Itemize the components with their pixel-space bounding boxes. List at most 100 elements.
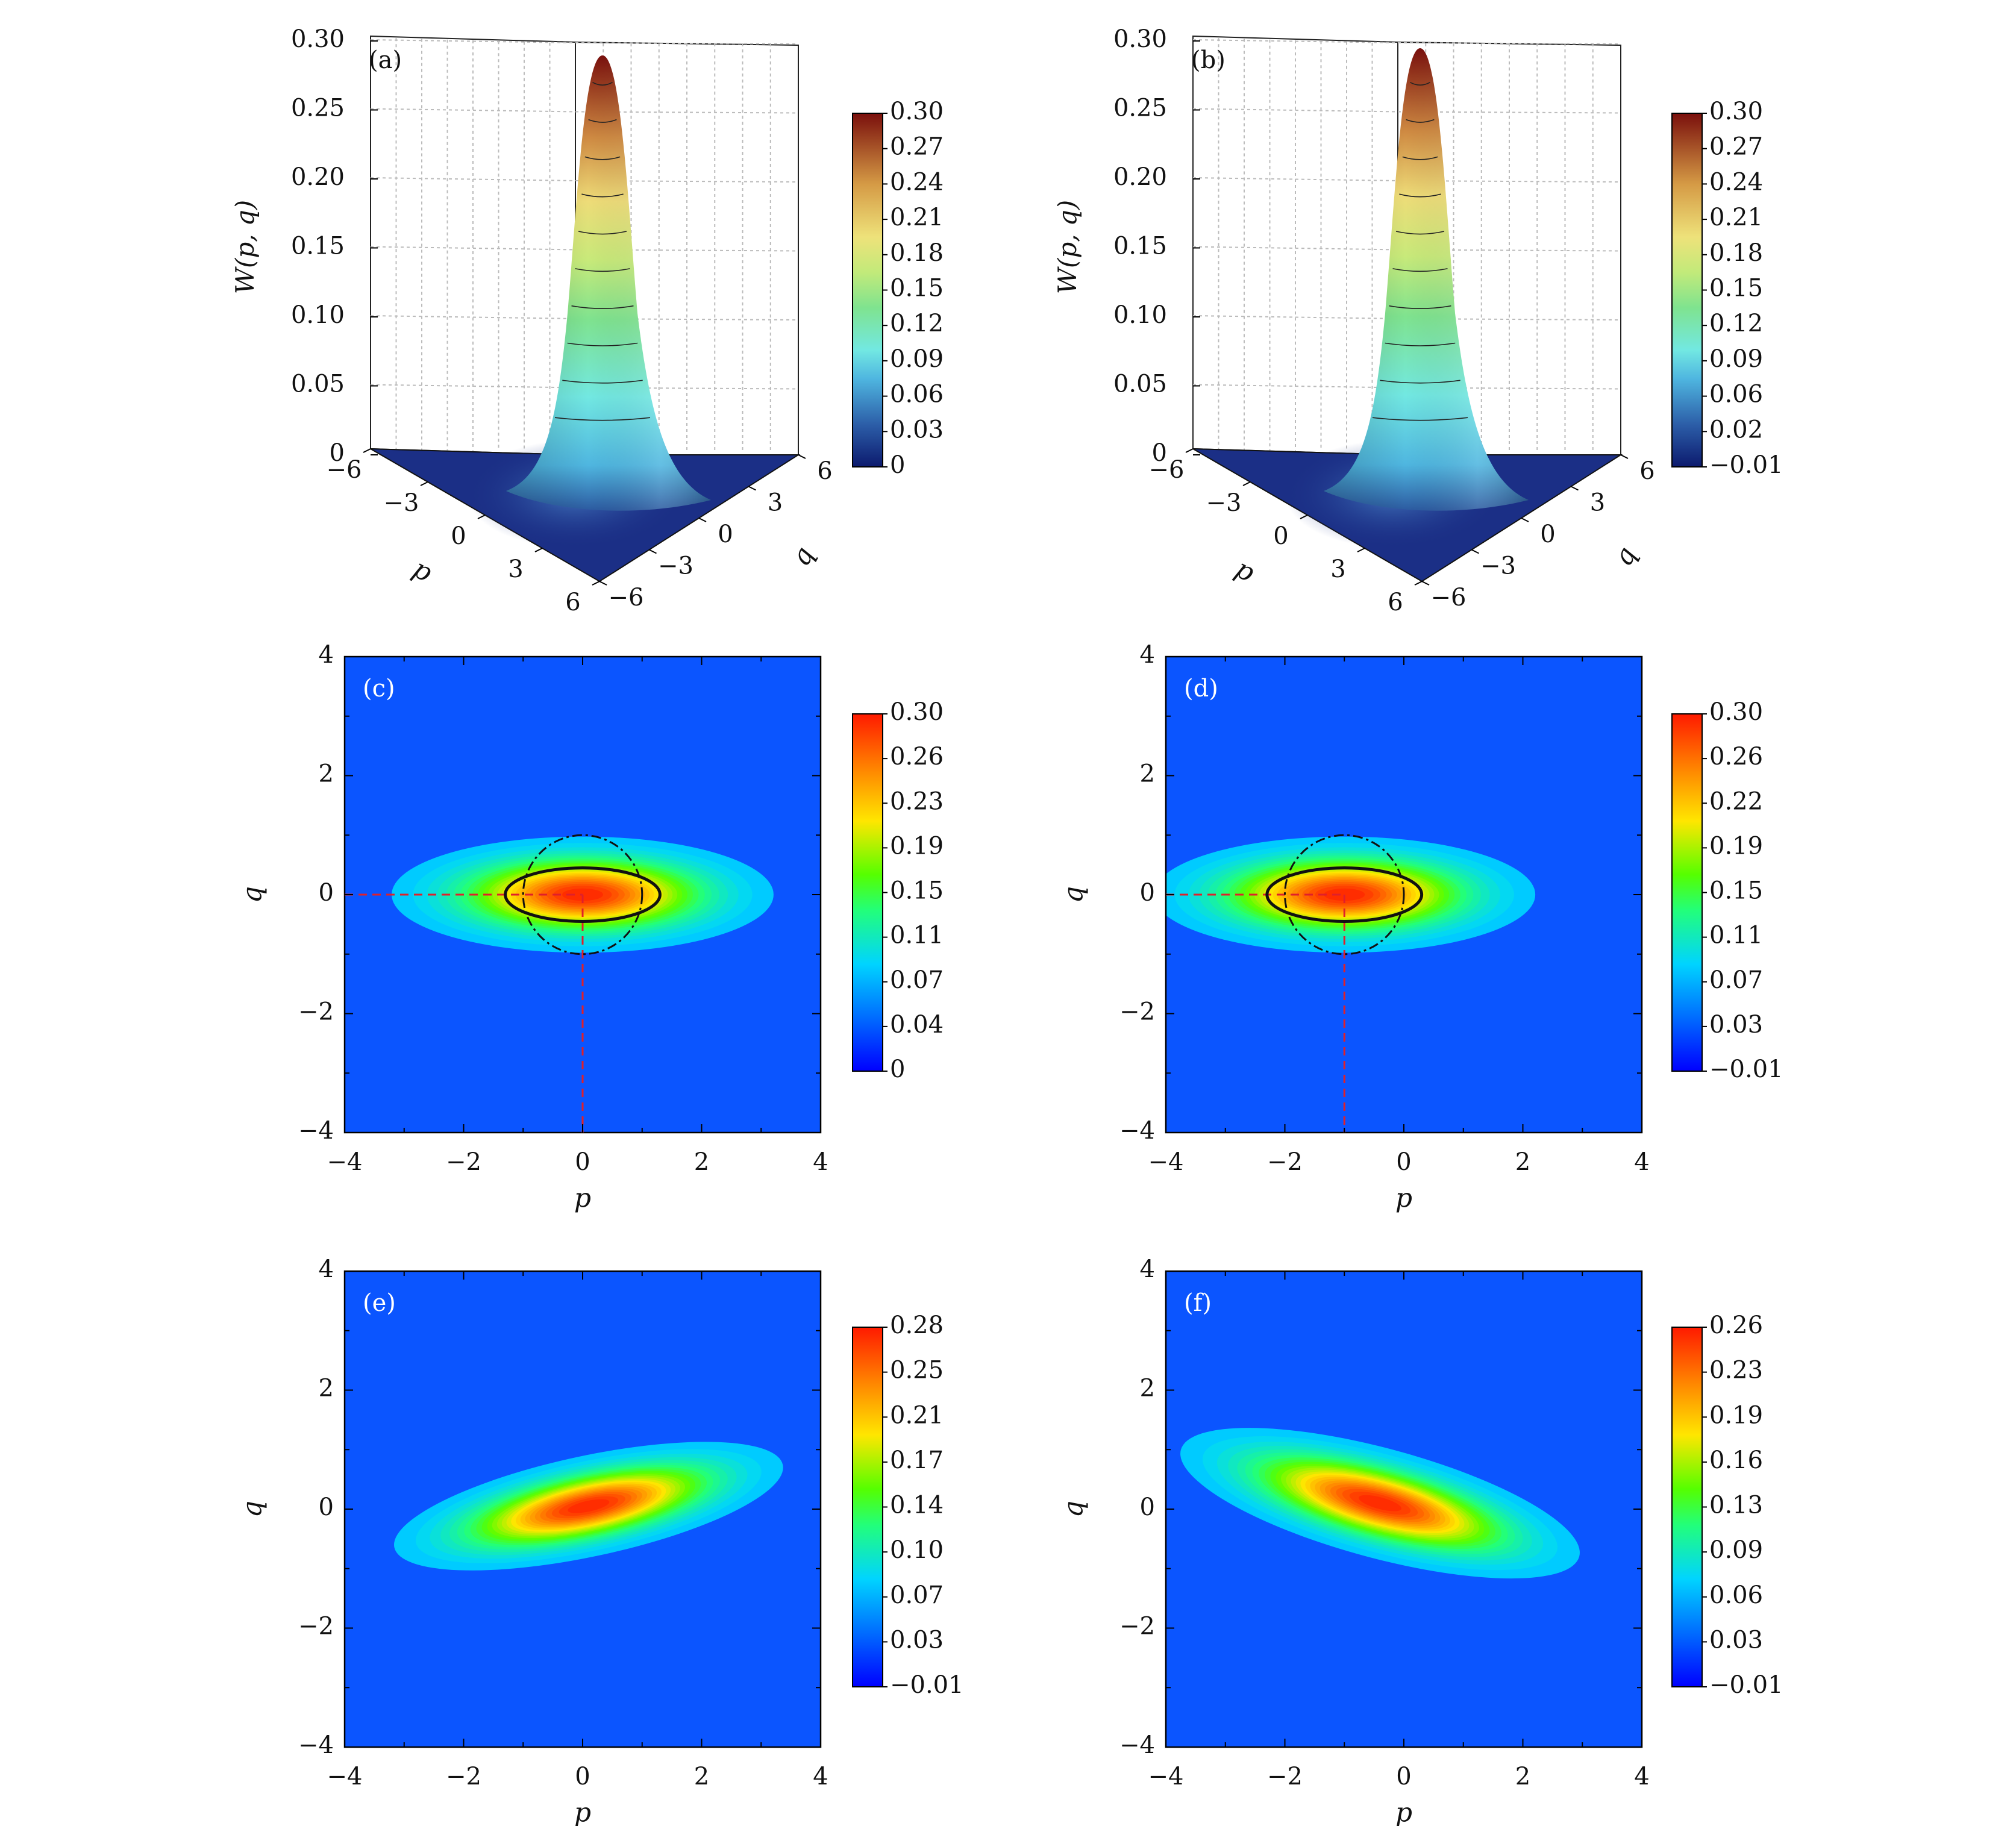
x-tick-label: −4: [1148, 1763, 1184, 1790]
x-tick-label: −2: [1267, 1763, 1303, 1790]
x-tick-label: −2: [446, 1148, 481, 1176]
y-tick-label: −4: [1119, 1117, 1155, 1145]
p-axis-label: p: [408, 553, 437, 588]
colorbar-tick-label: 0.15: [890, 275, 944, 302]
y-tick-label: −2: [298, 998, 334, 1026]
panel-e: −4 −2 0 2 4 4 2 0 −2 −4 p q (e): [237, 1255, 828, 1826]
z-tick-label: 0.05: [1113, 371, 1167, 398]
colorbar-tick-label: 0.14: [890, 1492, 944, 1519]
colorbar-tick-label: 0.11: [890, 922, 944, 949]
p-tick-label: −3: [1206, 489, 1242, 517]
colorbar-tick-label: 0.24: [890, 168, 944, 196]
contour-line: [1399, 193, 1441, 198]
z-tick-label: 0: [330, 439, 345, 467]
x-axis-label: p: [574, 1183, 591, 1214]
z-tick-label: 0.05: [291, 371, 345, 398]
y-tick-label: 0: [319, 1493, 334, 1521]
q-tick-label: 3: [1590, 489, 1605, 517]
p-tick-label: 0: [451, 522, 466, 550]
q-tick: [1620, 454, 1629, 459]
colorbar-b: 0.30 0.27 0.24 0.21 0.18 0.15 0.12 0.09 0.06 0.02…: [1671, 98, 1783, 479]
p-tick-label: −3: [384, 489, 419, 517]
colorbar-d: 0.30 0.26 0.22 0.19 0.15 0.11 0.07 0.03 −0.01: [1671, 698, 1783, 1083]
q-tick-label: −6: [1431, 584, 1467, 611]
y-tick-label: 0: [1140, 1493, 1155, 1521]
y-tick-label: 4: [1140, 641, 1155, 669]
q-axis-label: q: [1607, 542, 1642, 571]
contour-line: [1402, 156, 1438, 160]
colorbar-tick-label: 0.13: [1709, 1492, 1763, 1519]
colorbar-tick-label: 0.15: [1709, 275, 1763, 302]
y-tick-label: −2: [1119, 1613, 1155, 1640]
colorbar-tick-label: 0.17: [890, 1446, 944, 1474]
density-field: [394, 1442, 783, 1571]
colorbar-scale: [852, 113, 883, 467]
x-tick-label: 0: [575, 1763, 590, 1790]
grid-line: [370, 315, 576, 319]
contour-line: [578, 231, 627, 235]
z-tick-label: 0.10: [291, 301, 345, 329]
colorbar-tick-label: 0.16: [1709, 1446, 1763, 1474]
x-tick-label: −2: [446, 1763, 481, 1790]
colorbar-tick-label: 0.03: [890, 1626, 944, 1654]
p-tick: [592, 581, 600, 586]
colorbar-tick-label: −0.01: [1709, 451, 1783, 479]
colorbar-tick-label: 0.06: [1709, 381, 1763, 408]
x-tick-label: −4: [327, 1763, 363, 1790]
colorbar-tick-label: 0.19: [1709, 832, 1763, 860]
p-tick-label: 0: [1273, 522, 1288, 550]
density-field: [392, 836, 774, 953]
z-tick-label: 0.25: [1113, 95, 1167, 122]
colorbar-f: 0.26 0.23 0.19 0.16 0.13 0.09 0.06 0.03 −0.01: [1671, 1312, 1783, 1699]
q-tick: [599, 581, 607, 586]
z-tick-label: 0: [1152, 439, 1167, 467]
panel-label: (b): [1191, 46, 1226, 74]
x-tick-label: −4: [1148, 1148, 1184, 1176]
z-tick-label: 0.20: [291, 163, 345, 191]
q-tick-label: −3: [1480, 552, 1516, 580]
q-tick: [698, 517, 707, 522]
y-tick-label: −2: [1119, 998, 1155, 1026]
density-field: [1180, 1428, 1580, 1579]
colorbar-tick-label: 0.06: [1709, 1581, 1763, 1609]
colorbar-tick-label: 0.09: [1709, 1536, 1763, 1564]
colorbar-tick-label: 0.18: [1709, 239, 1763, 267]
grid-line: [370, 108, 576, 113]
colorbar-tick-label: 0.21: [890, 204, 944, 231]
colorbar-tick-label: 0.07: [1709, 966, 1763, 994]
colorbar-tick-label: 0.30: [890, 698, 944, 726]
contour-line: [1372, 417, 1468, 421]
p-axis-label: p: [1230, 553, 1260, 588]
colorbar-tick-label: 0.12: [890, 310, 944, 337]
p-tick-label: −6: [327, 456, 362, 484]
q-tick-label: 6: [1639, 457, 1654, 485]
p-tick: [534, 548, 543, 552]
x-tick-label: 0: [1396, 1148, 1411, 1176]
colorbar-tick-label: 0.28: [890, 1312, 944, 1339]
panel-f: −4 −2 0 2 4 4 2 0 −2 −4 p q (f): [1059, 1255, 1650, 1826]
contour-line: [588, 119, 617, 123]
q-tick: [1521, 517, 1529, 522]
colorbar-tick-label: 0.18: [890, 239, 944, 267]
p-tick: [477, 514, 486, 519]
p-tick-label: 3: [1330, 555, 1345, 583]
panel-b: 0 0.05 0.10 0.15 0.20 0.25 0.30 W(p, q) −6 −3 0 3 6 p…: [1053, 25, 1655, 616]
x-tick-label: 2: [694, 1148, 709, 1176]
q-tick: [798, 454, 806, 459]
y-axis-label: q: [237, 1501, 268, 1518]
z-tick-label: 0.10: [1113, 301, 1167, 329]
uncertainty-ellipse: [504, 866, 662, 923]
y-tick-label: 2: [1140, 760, 1155, 788]
z-tick-label: 0.30: [291, 25, 345, 53]
q-tick: [1421, 581, 1430, 586]
contour-line: [1385, 342, 1456, 346]
p-tick-label: 6: [565, 589, 580, 616]
panel-label: (c): [363, 675, 395, 702]
colorbar-e: 0.28 0.25 0.21 0.17 0.14 0.10 0.07 0.03 −0.01: [852, 1312, 964, 1699]
colorbar-tick-label: 0.10: [890, 1536, 944, 1564]
colorbar-tick-label: 0: [890, 451, 905, 479]
z-tick-label: 0.15: [291, 233, 345, 260]
p-tick: [1242, 481, 1251, 486]
colorbar-tick-label: −0.01: [1709, 1671, 1783, 1699]
colorbar-tick-label: 0.24: [1709, 168, 1763, 196]
